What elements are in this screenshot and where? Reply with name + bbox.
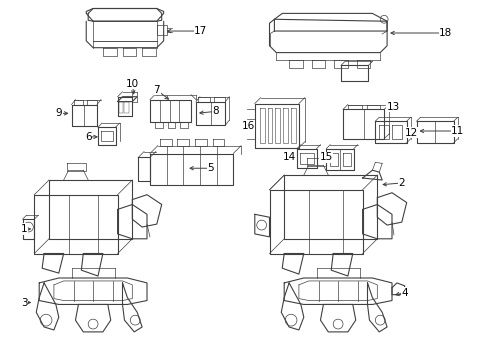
Text: 12: 12 — [405, 128, 418, 138]
Text: 6: 6 — [85, 132, 92, 142]
Text: 4: 4 — [401, 288, 408, 298]
Text: 5: 5 — [207, 163, 214, 173]
Text: 15: 15 — [319, 153, 333, 162]
Text: 11: 11 — [451, 126, 465, 136]
Text: 10: 10 — [126, 79, 139, 89]
Text: 8: 8 — [212, 107, 219, 116]
Text: 7: 7 — [153, 85, 160, 95]
Text: 13: 13 — [386, 102, 400, 112]
Text: 18: 18 — [439, 28, 453, 38]
Text: 9: 9 — [55, 108, 62, 118]
Text: 17: 17 — [194, 26, 208, 36]
Text: 1: 1 — [21, 224, 28, 234]
Text: 3: 3 — [21, 297, 28, 307]
Text: 16: 16 — [241, 121, 255, 131]
Text: 14: 14 — [282, 153, 296, 162]
Text: 2: 2 — [398, 178, 405, 188]
